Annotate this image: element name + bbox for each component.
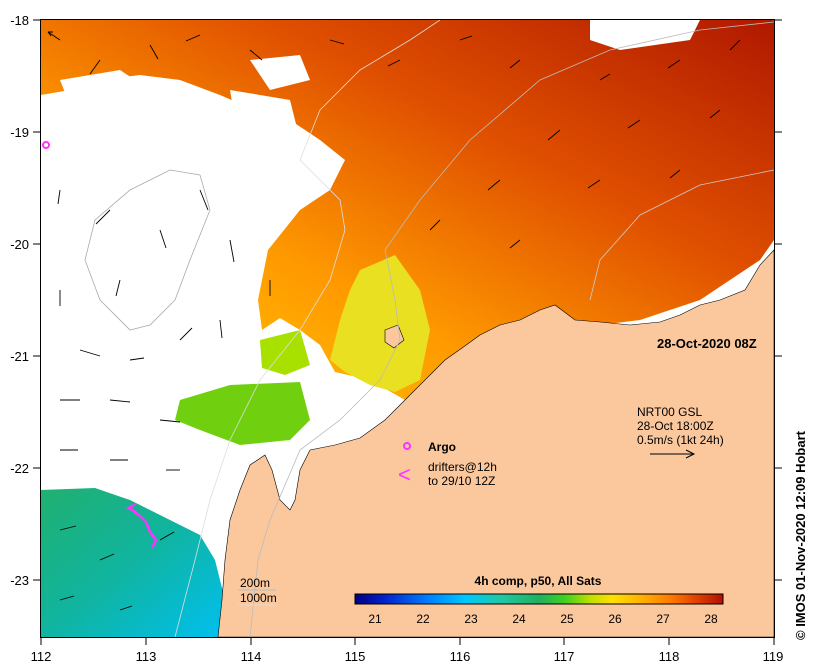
argo-float-marker — [42, 141, 50, 149]
depth-contour-1000m — [84, 169, 211, 331]
sst-coastal-band — [330, 255, 430, 392]
y-tick-label: -18 — [10, 13, 29, 28]
colorbar-tick: 28 — [704, 612, 718, 626]
x-tick-label: 116 — [450, 649, 471, 664]
cloud-patch — [230, 90, 300, 180]
y-tick-label: -20 — [10, 237, 29, 252]
colorbar-tick: 24 — [512, 612, 526, 626]
current-product-line3: 0.5m/s (1kt 24h) — [637, 433, 724, 447]
x-tick-label: 115 — [345, 649, 366, 664]
drifter-marker — [125, 503, 137, 513]
depth-legend-1000m: 1000m — [240, 591, 277, 605]
x-axis — [40, 637, 775, 645]
x-tick-label: 118 — [659, 649, 680, 664]
depth-contour-1000m — [589, 169, 774, 301]
drifter-legend-line1: drifters@12h — [428, 460, 497, 474]
colorbar-tick: 25 — [560, 612, 574, 626]
plot-frame — [40, 19, 775, 638]
current-scale-arrow — [650, 449, 696, 459]
drifter-legend-line2: to 29/10 12Z — [428, 474, 495, 488]
map-date-label: 28-Oct-2020 08Z — [657, 336, 757, 351]
depth-contour-200m — [249, 21, 774, 637]
colorbar-tick: 22 — [416, 612, 430, 626]
colorbar-title: 4h comp, p50, All Sats — [475, 574, 602, 588]
colorbar-tick: 27 — [656, 612, 670, 626]
colorbar — [354, 593, 724, 605]
y-axis — [33, 19, 782, 581]
credit-label: © IMOS 01-Nov-2020 12:09 Hobart — [793, 431, 808, 640]
cloud-patch — [590, 20, 700, 50]
land-mass — [217, 249, 774, 637]
x-tick-label: 112 — [31, 649, 52, 664]
sst-green-patch — [175, 382, 310, 445]
x-tick-label: 114 — [241, 649, 262, 664]
y-tick-label: -21 — [10, 349, 29, 364]
depth-legend-200m: 200m — [240, 576, 270, 590]
x-tick-label: 119 — [763, 649, 784, 664]
current-vectors — [47, 31, 741, 611]
y-tick-label: -22 — [10, 461, 29, 476]
drifter-track — [129, 507, 158, 549]
sst-warm-region — [41, 20, 774, 400]
cloud-patch — [60, 70, 170, 165]
argo-legend-icon — [403, 442, 411, 450]
colorbar-tick: 23 — [464, 612, 478, 626]
argo-legend-label: Argo — [428, 440, 456, 454]
cloud-patch — [250, 55, 310, 90]
sst-cool-region — [41, 488, 225, 637]
drifter-legend-icon: < — [398, 462, 411, 487]
y-tick-label: -19 — [10, 125, 29, 140]
x-tick-label: 113 — [136, 649, 157, 664]
current-product-line2: 28-Oct 18:00Z — [637, 419, 714, 433]
depth-contour-1000m — [174, 20, 441, 637]
x-tick-label: 117 — [554, 649, 575, 664]
y-tick-label: -23 — [10, 573, 29, 588]
colorbar-tick: 21 — [368, 612, 382, 626]
colorbar-tick: 26 — [608, 612, 622, 626]
current-product-line1: NRT00 GSL — [637, 405, 702, 419]
